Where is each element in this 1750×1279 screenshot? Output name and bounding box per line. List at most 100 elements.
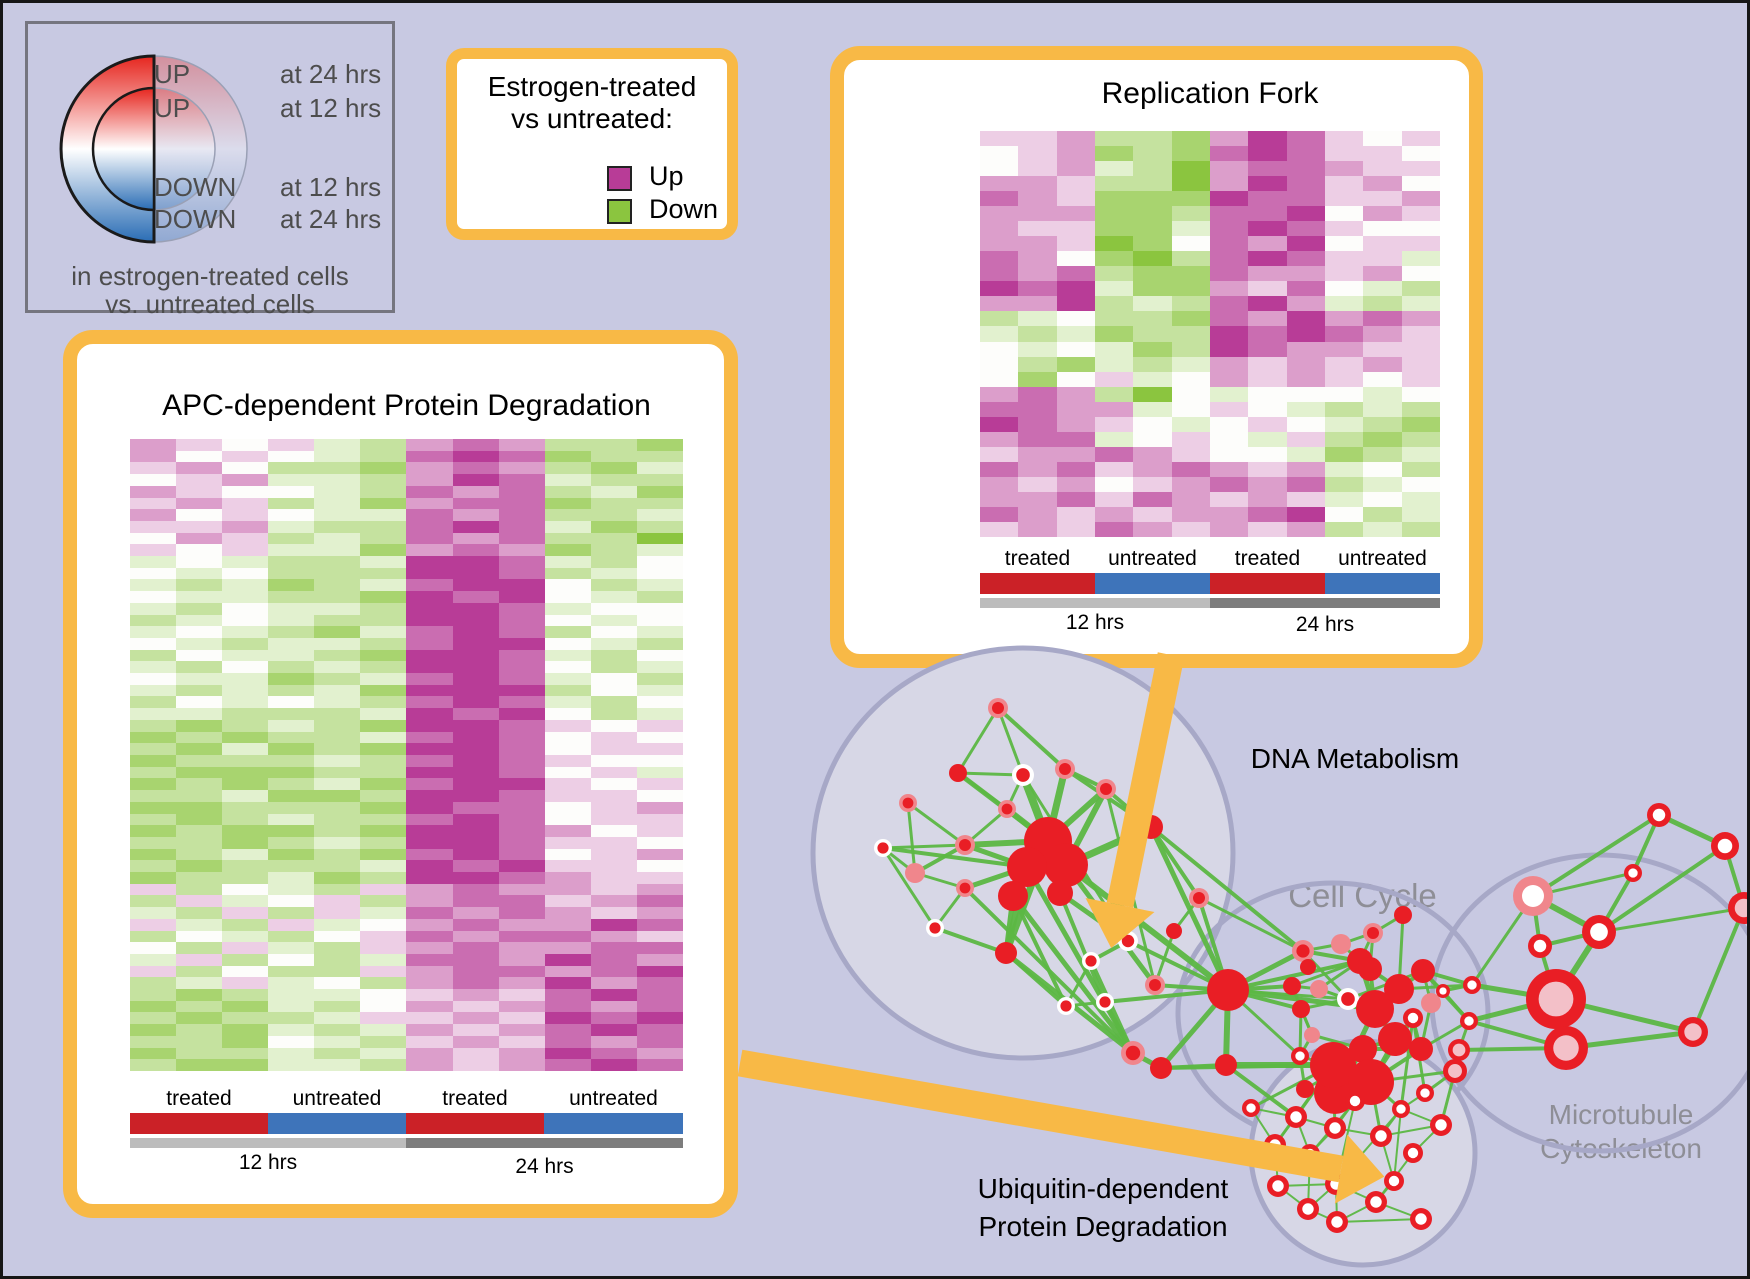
heatmap-cell <box>268 684 315 697</box>
heatmap-cell <box>452 579 499 592</box>
heatmap-cell <box>1248 446 1287 462</box>
heatmap-cell <box>498 953 545 966</box>
heatmap-cell <box>1248 341 1287 357</box>
heatmap-cell <box>1286 221 1325 237</box>
network-edge <box>1309 1127 1336 1155</box>
heatmap-cell <box>314 918 361 931</box>
heatmap-cell <box>980 401 1019 417</box>
heatmap-cell <box>360 661 407 674</box>
network-edge <box>1005 773 1025 811</box>
heatmap-cell <box>1133 131 1172 147</box>
heatmap-cell <box>360 567 407 580</box>
heatmap-cell <box>1209 176 1249 192</box>
heatmap-cell <box>590 556 637 568</box>
heatmap-cell <box>406 883 453 896</box>
heatmap-cell <box>544 556 591 568</box>
network-node <box>1365 1191 1387 1213</box>
heatmap-cell <box>130 1035 177 1048</box>
heatmap-cell <box>452 684 499 697</box>
network-edge <box>1334 1100 1356 1129</box>
heatmap-cell <box>1324 476 1364 492</box>
heatmap-cell <box>1094 131 1134 147</box>
heatmap-cell <box>1363 206 1402 222</box>
heatmap-cell <box>268 532 315 545</box>
heatmap-cell <box>452 731 499 744</box>
network-edge <box>1295 1116 1311 1155</box>
heatmap-cell <box>1324 461 1364 477</box>
heatmap-cell <box>176 953 223 966</box>
heatmap-cell <box>452 836 499 849</box>
heatmap-cell <box>636 766 683 779</box>
heatmap-cell <box>360 930 407 943</box>
link-arrow-shaft <box>1106 652 1185 908</box>
network-edge <box>1531 894 1542 948</box>
network-node <box>1421 993 1441 1013</box>
heatmap-cell <box>1401 206 1440 222</box>
heatmap-cell <box>176 684 223 697</box>
heatmap-cell <box>222 1024 269 1036</box>
heatmap-cell <box>314 965 361 978</box>
heatmap-cell <box>176 673 223 685</box>
network-edge <box>1439 1069 1457 1127</box>
heatmap-cell <box>176 918 223 931</box>
network-edge <box>1298 1007 1303 1058</box>
heatmap-cell <box>314 462 361 475</box>
network-edge <box>1336 1218 1422 1223</box>
heatmap-cell <box>452 520 499 533</box>
heatmap-cell <box>636 907 683 919</box>
network-edge <box>1250 1107 1297 1118</box>
heatmap-cell <box>590 1059 637 1071</box>
heatmap-cell <box>222 942 269 954</box>
heatmap-cell <box>130 462 177 475</box>
heatmap-cell <box>176 1059 223 1071</box>
heatmap-cell <box>1171 416 1210 432</box>
dial-row-time: at 12 hrs <box>280 172 382 202</box>
heatmap-cell <box>590 836 637 849</box>
heatmap-cell <box>222 989 269 1001</box>
heatmap-cell <box>406 790 453 802</box>
heatmap-cell <box>406 661 453 674</box>
heatmap-cell <box>1324 416 1364 432</box>
heatmap-cell <box>1094 386 1134 402</box>
heatmap-cell <box>590 696 637 709</box>
heatmap-cell <box>1056 206 1095 222</box>
heatmap-cell <box>498 520 545 533</box>
network-edge <box>1368 931 1375 971</box>
heatmap-cell <box>1209 431 1249 447</box>
heatmap-cell <box>1286 311 1325 327</box>
heatmap-cell <box>1133 386 1172 402</box>
heatmap-cell <box>176 942 223 954</box>
heatmap-cell <box>314 649 361 662</box>
heatmap-cell <box>1171 191 1210 207</box>
heatmap-cell <box>268 661 315 674</box>
heatmap-cell <box>1324 266 1364 282</box>
heatmap-cell <box>498 439 545 451</box>
heatmap-cell <box>1133 431 1172 447</box>
dial-row-level: UP <box>154 93 191 123</box>
heatmap-cell <box>1018 131 1057 147</box>
heatmap-cell <box>406 801 453 814</box>
heatmap-cell <box>590 684 637 697</box>
heatmap-cell <box>176 801 223 814</box>
heatmap-cell <box>222 509 269 521</box>
network-edge <box>1538 930 1601 948</box>
network-node <box>1326 1211 1348 1233</box>
heatmap-cell <box>1363 251 1402 267</box>
heatmap-cell <box>360 637 407 650</box>
heatmap-cell <box>1094 266 1134 282</box>
heatmap-cell <box>268 1035 315 1048</box>
heatmap-cell <box>360 673 407 685</box>
heatmap-cell <box>176 813 223 826</box>
heatmap-cell <box>406 918 453 931</box>
heatmap-cell <box>590 989 637 1001</box>
heatmap-cell <box>1248 431 1287 447</box>
network-edge <box>1353 1080 1373 1103</box>
heatmap-cell <box>130 637 177 650</box>
heatmap-cell <box>544 801 591 814</box>
heatmap-cell <box>636 474 683 486</box>
heatmap-cell <box>1094 356 1134 372</box>
network-edge <box>1021 773 1130 943</box>
apc-12hr-bar <box>130 1138 406 1148</box>
cluster-cell-cycle <box>1175 880 1491 1146</box>
heatmap-cell <box>498 801 545 814</box>
